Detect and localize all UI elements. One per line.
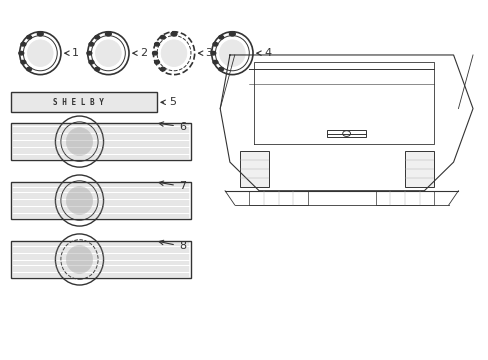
Bar [326,130,366,137]
Ellipse shape [66,128,92,156]
Bar [11,123,191,160]
Circle shape [152,51,157,55]
Circle shape [21,42,26,46]
Bar [239,152,268,187]
Ellipse shape [66,186,92,215]
Circle shape [229,32,235,36]
Circle shape [95,35,100,39]
Bar [375,191,433,205]
Bar [249,191,307,205]
Ellipse shape [95,40,121,67]
Bar [11,93,157,112]
Ellipse shape [161,40,186,67]
Text: 5: 5 [161,97,176,107]
Circle shape [21,60,26,64]
Circle shape [37,32,43,36]
Text: 8: 8 [159,240,185,251]
Circle shape [105,32,111,36]
Circle shape [89,60,94,64]
Circle shape [218,35,223,39]
Circle shape [19,51,23,55]
Circle shape [95,67,100,71]
Text: 1: 1 [64,48,79,58]
Circle shape [210,51,215,55]
Text: 6: 6 [159,122,185,132]
Circle shape [154,42,159,46]
Circle shape [218,67,223,71]
Bar [11,182,191,219]
Circle shape [160,67,165,71]
Circle shape [213,42,217,46]
Ellipse shape [219,40,244,67]
Circle shape [160,35,165,39]
Circle shape [27,35,32,39]
Text: 3: 3 [198,48,212,58]
Text: 7: 7 [159,181,185,192]
Bar [404,152,433,187]
Circle shape [154,60,159,64]
Bar [11,241,191,278]
Circle shape [87,51,92,55]
Ellipse shape [66,246,92,273]
Circle shape [171,32,177,36]
Circle shape [27,67,32,71]
Text: 4: 4 [256,48,270,58]
Text: S H E L B Y: S H E L B Y [53,98,103,107]
Circle shape [89,42,94,46]
Text: 2: 2 [133,48,147,58]
Circle shape [213,60,217,64]
Ellipse shape [27,40,53,67]
